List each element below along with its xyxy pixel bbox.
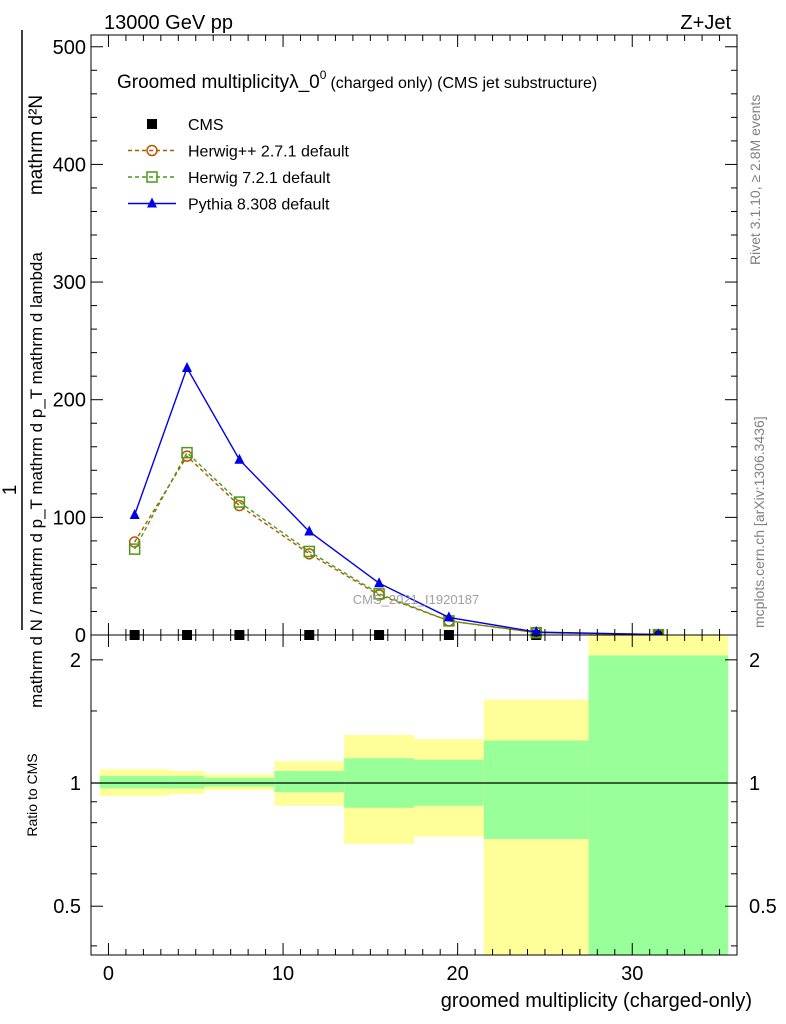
ratio-band-inner: [274, 771, 345, 793]
ratio-plot-frame: [90, 634, 738, 956]
legend-entry-cms: CMS: [147, 117, 224, 134]
data-point-herwig7: [303, 545, 315, 558]
data-point-pythia: [304, 525, 315, 536]
data-point-herwig7: [181, 446, 193, 459]
ratio-y-axis-title: Ratio to CMS: [24, 753, 40, 836]
series-herwigpp: [128, 450, 665, 641]
legend-label-herwig7: Herwig 7.2.1 default: [188, 170, 331, 187]
ratio-band-inner: [169, 776, 205, 789]
ratio-band-inner: [483, 740, 589, 839]
legend-entry-pythia: Pythia 8.308 default: [128, 197, 330, 214]
ratio-plot-marks: [91, 635, 737, 955]
legend-marker-herwig7: [146, 171, 158, 183]
data-point-herwigpp: [303, 548, 315, 560]
legend-label-cms: CMS: [188, 117, 224, 134]
ratio-band-inner: [204, 777, 275, 787]
data-point-pythia: [443, 611, 454, 622]
series-pythia: [129, 361, 664, 639]
ratio-plot: 0.5 0.51 12 20 10 20 30 Ratio to CMS groomed m…: [24, 634, 777, 1012]
data-point-herwig7: [373, 588, 385, 600]
ratio-y-tick-label: 2: [70, 650, 81, 672]
x-tick-label: 10: [272, 963, 294, 985]
data-point-herwigpp: [128, 536, 141, 548]
data-point-pythia: [531, 626, 542, 637]
data-point-pythia: [182, 361, 193, 372]
ratio-y-tick-label-right: 2: [749, 650, 760, 672]
data-point-herwig7: [233, 496, 246, 508]
data-point-herwigpp: [233, 499, 246, 512]
main-plot: 0 100 200 300 400 500 CMS_2021_I1920187 Groom…: [53, 34, 738, 647]
main-y-tick-label: 0: [75, 625, 86, 647]
plot-title: Groomed multiplicityλ_00 (charged only) (…: [117, 68, 597, 93]
header-right-label: Z+Jet: [680, 12, 731, 34]
x-tick-label: 30: [621, 963, 643, 985]
data-point-pythia: [129, 509, 140, 519]
ratio-plot-axes: 0.5 0.51 12 20 10 20 30: [53, 635, 777, 985]
x-tick-label: 0: [103, 963, 114, 985]
x-axis-title: groomed multiplicity (charged-only): [441, 990, 752, 1012]
ratio-band-inner: [99, 776, 170, 789]
main-y-tick-label: 500: [53, 37, 86, 59]
watermark-label: CMS_2021_I1920187: [353, 592, 480, 607]
legend: CMS Herwig++ 2.7.1 default Herwig 7.2.1 de…: [128, 117, 350, 214]
main-y-tick-label: 400: [53, 154, 86, 176]
x-tick-label: 20: [447, 963, 469, 985]
data-point-herwig7: [128, 543, 141, 555]
legend-marker-cms: [147, 119, 157, 129]
legend-marker-herwigpp: [146, 144, 158, 157]
plot-title-main: Groomed multiplicityλ_0: [117, 72, 320, 93]
mcplots-label: mcplots.cern.ch [arXiv:1306.3436]: [751, 416, 767, 628]
y-axis-title: 1 mathrm d²N mathrm d N / mathrm d p_T m…: [0, 30, 47, 708]
ratio-band-inner: [588, 655, 729, 955]
main-y-tick-label: 300: [53, 272, 86, 294]
y-axis-title-numerator: mathrm d²N: [26, 95, 47, 195]
series-line-herwig7: [133, 451, 659, 636]
series-line-herwigpp: [134, 455, 659, 636]
rivet-version-label: Rivet 3.1.10, ≥ 2.8M events: [747, 95, 763, 265]
ratio-y-tick-label: 1: [70, 773, 81, 795]
legend-marker-pythia: [147, 197, 157, 208]
y-axis-title-denominator: mathrm d N / mathrm d p_T mathrm d p_T m…: [27, 252, 46, 708]
plot-title-superscript: 0: [320, 68, 327, 82]
series-herwig7: [128, 446, 665, 641]
data-point-pythia: [234, 453, 245, 464]
header-left-label: 13000 GeV pp: [104, 12, 233, 34]
plot-title-suffix: (charged only) (CMS jet substructure): [330, 75, 597, 92]
y-axis-title-prefactor: 1: [0, 485, 21, 496]
legend-label-pythia: Pythia 8.308 default: [188, 197, 330, 214]
series-line-pythia: [133, 366, 659, 636]
main-plot-axes: 0 100 200 300 400 500: [53, 35, 737, 647]
legend-entry-herwigpp: Herwig++ 2.7.1 default: [128, 144, 350, 161]
data-point-pythia: [374, 577, 385, 588]
ratio-y-tick-label-right: 1: [749, 773, 760, 795]
main-y-tick-label: 100: [53, 507, 86, 529]
main-y-tick-label: 200: [53, 390, 86, 412]
ratio-y-tick-label-right: 0.5: [749, 896, 777, 918]
ratio-y-tick-label: 0.5: [53, 896, 81, 918]
legend-label-herwigpp: Herwig++ 2.7.1 default: [188, 144, 350, 161]
legend-entry-herwig7: Herwig 7.2.1 default: [128, 170, 331, 187]
